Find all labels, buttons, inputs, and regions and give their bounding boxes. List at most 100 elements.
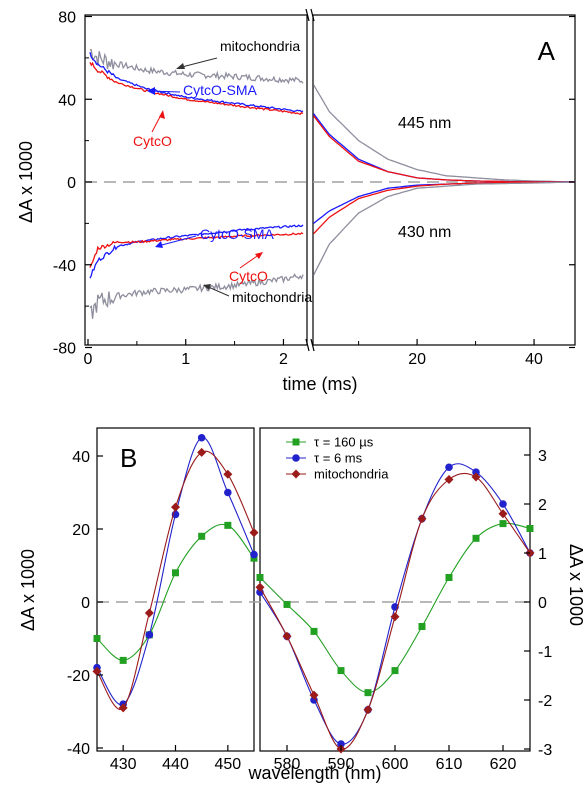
panel-b: 430 440 450 580 590 600 610 620 40 20 0 -20 -40 3 2 1 0 -… [18,427,586,783]
marker-mitochondria [144,608,154,618]
annotation-cytco-sma-bottom: CytcO-SMA [200,226,275,242]
y-tick-label-right: 0 [538,595,547,612]
panel-a-traces [89,49,576,319]
trace-cytco-445-nm-fast [89,61,304,116]
x-tick-label: 580 [274,756,301,773]
panel-a-left-frame [84,14,308,346]
panel-b-label: B [120,443,137,473]
trace-cytco-sma-430-nm-fast [89,224,304,279]
legend-marker [292,454,300,462]
marker--6-ms [250,550,258,559]
marker-mitochondria [471,472,481,482]
marker--6-ms [197,433,206,442]
marker-mitochondria [171,502,180,512]
marker--6-ms [445,463,453,472]
y-tick-label-right: -1 [538,644,552,661]
marker--160-s [391,667,399,675]
trace-cytco-430-nm-slow [313,181,575,235]
y-tick-label: 40 [58,92,76,109]
curve--160-s-left [96,523,255,661]
marker-mitochondria [197,447,207,457]
annotation-cytco-bottom: CytcO [229,268,268,284]
marker-mitochondria [309,690,319,700]
marker--160-s [256,574,264,581]
y-tick-label-left: 40 [72,449,90,466]
marker--160-s [418,623,426,630]
x-tick-label: 450 [214,756,241,773]
marker--160-s [93,635,101,642]
marker--160-s [119,656,127,664]
arrow-cytco-bottom [239,253,261,269]
marker--160-s [445,574,453,581]
trace-mitochondria-430-nm-slow [313,181,576,276]
y-tick-label: 0 [67,175,76,192]
panel-a: 0 1 2 20 40 80 40 0 -40 -80 A 445 nm 430 nm mitoc… [16,8,576,394]
trace-cytco-430-nm-fast [89,232,304,268]
curve-mitochondria-right [259,472,531,750]
x-tick-label: 2 [279,351,288,368]
y-tick-label-left: 20 [72,522,90,539]
panel-a-label: A [538,36,556,66]
x-tick-label: 1 [181,351,190,368]
panel-b-right-y-axis-label: ΔA x 1000 [566,544,586,626]
marker-mitochondria [249,528,259,538]
arrow-cytco-sma-bottom [157,235,197,247]
panel-b-right-frame [259,427,531,752]
marker-mitochondria [363,705,373,715]
trace-mitochondria-445-nm-fast [90,49,304,85]
trace-cytco-sma-445-nm-fast [89,52,304,113]
x-tick-label: 40 [525,351,543,368]
legend-marker [291,469,301,479]
panel-a-y-axis-label: ΔA x 1000 [16,141,36,223]
x-tick-label: 440 [162,756,189,773]
annotation-mitochondria-top: mitochondria [220,38,300,54]
legend-marker [292,438,300,446]
marker--160-s [172,569,179,577]
marker--160-s [283,600,291,608]
panel-a-x-axis-label: time (ms) [283,374,358,394]
y-tick-label: -40 [53,258,76,275]
marker--6-ms [145,631,154,639]
legend-label: τ = 160 µs [314,435,374,450]
marker-mitochondria [498,509,508,519]
trace-mitochondria-430-nm-fast [89,273,304,319]
x-tick-label: 430 [110,756,137,773]
legend-label: τ = 6 ms [314,451,363,466]
y-tick-label-right: 1 [538,546,547,563]
x-tick-label: 610 [436,756,463,773]
marker--160-s [224,521,232,529]
y-tick-label-left: 0 [81,595,90,612]
marker-mitochondria [118,703,128,713]
y-tick-label-left: -40 [67,741,90,758]
panel-b-traces [92,433,535,754]
marker--160-s [310,627,318,635]
legend-label: mitochondria [314,467,389,482]
axis-break-marks [305,8,315,352]
marker-mitochondria [417,514,427,524]
y-tick-label: 80 [58,10,76,27]
y-tick-label-left: -20 [67,668,90,685]
trace-mitochondria-445-nm-slow [313,84,576,183]
arrow-mitochondria-bottom [205,285,230,297]
marker--6-ms [224,488,232,497]
y-tick-label-right: 3 [538,448,547,465]
wavelength-label-430: 430 nm [398,224,451,241]
x-tick-label: 620 [490,756,517,773]
marker-mitochondria [223,469,233,479]
y-tick-label-right: -2 [538,693,552,710]
annotation-cytco-top: CytcO [133,133,172,149]
marker--160-s [337,667,345,675]
panel-b-ticks: 430 440 450 580 590 600 610 620 40 20 0 -20 -40 3 2 1 0 -… [67,448,552,773]
marker-mitochondria [255,582,265,592]
marker--6-ms [472,468,480,476]
marker--6-ms [499,500,507,508]
marker-mitochondria [444,475,454,484]
y-tick-label-right: -3 [538,742,552,759]
marker--160-s [472,534,480,542]
panel-b-x-axis-label: wavelength (nm) [247,763,381,783]
x-tick-label: 600 [382,756,409,773]
marker--160-s [364,689,372,697]
annotation-cytco-sma-top: CytcO-SMA [183,82,258,98]
